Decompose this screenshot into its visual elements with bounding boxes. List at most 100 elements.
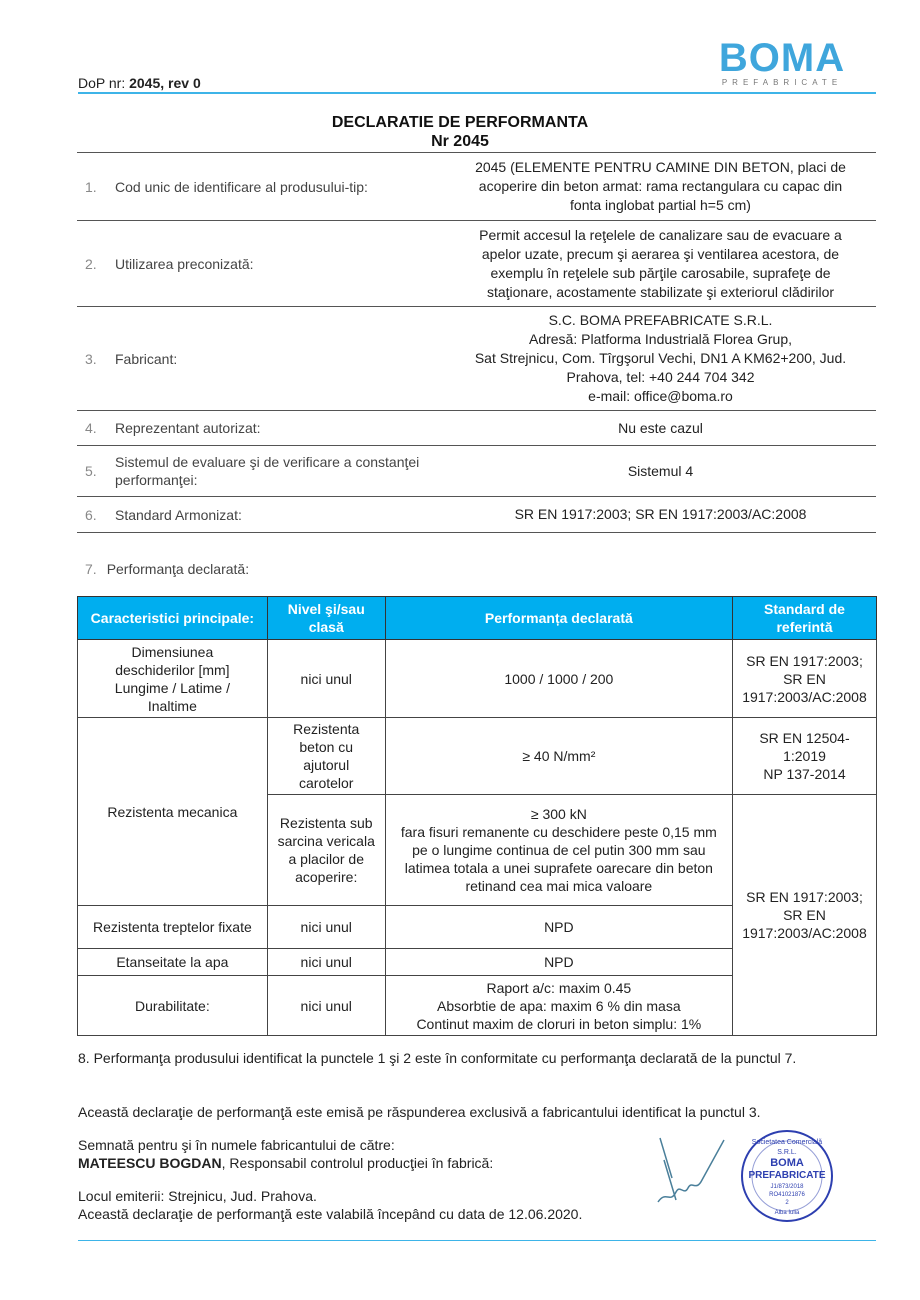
section-value-line: Sat Strejnicu, Com. Tîrgşorul Vechi, DN1… — [474, 350, 847, 366]
logo-text: BOMA — [718, 36, 846, 80]
section-value-line: SR EN 1917:2003; SR EN 1917:2003/AC:2008 — [514, 506, 807, 522]
section-7-heading: 7. Performanţa declarată: — [85, 561, 259, 577]
section-number: 3. — [85, 350, 97, 367]
svg-text:Societatea Comercială: Societatea Comercială — [752, 1139, 823, 1146]
section-value-line: S.C. BOMA PREFABRICATE S.R.L. — [548, 312, 773, 328]
section-value: 2045 (ELEMENTE PENTRU CAMINE DIN BETON, … — [445, 158, 876, 215]
cell-level: nici unul — [266, 905, 386, 949]
cell-performance: ≥ 300 kN fara fisuri remanente cu deschid… — [384, 794, 733, 906]
section-row: 3. Fabricant: S.C. BOMA PREFABRICATE S.R.L… — [77, 307, 876, 411]
issue-place: Locul emiterii: Strejnicu, Jud. Prahova. — [78, 1188, 317, 1204]
section-number: 5. — [85, 463, 97, 479]
section-value: SR EN 1917:2003; SR EN 1917:2003/AC:2008 — [445, 505, 876, 524]
header-divider — [78, 92, 876, 94]
table-row: Etanseitate la apa nici unul NPD — [77, 948, 877, 976]
cell-performance: 1000 / 1000 / 200 — [384, 639, 733, 718]
dop-number: DoP nr: 2045, rev 0 — [78, 75, 201, 91]
svg-text:S.R.L.: S.R.L. — [777, 1149, 797, 1156]
svg-text:J1/873/2018: J1/873/2018 — [770, 1184, 804, 1190]
section-value-line: Permit accesul la reţelele de canalizare… — [479, 226, 842, 243]
performance-line: Raport a/c: maxim 0.45 — [486, 979, 632, 996]
title-line2: Nr 2045 — [431, 133, 489, 150]
company-stamp: Societatea Comercială S.R.L. BOMA PREFAB… — [741, 1130, 833, 1222]
table-header-row: Caracteristici principale: Nivel şi/sau … — [77, 596, 878, 640]
section-row: 6. Standard Armonizat: SR EN 1917:2003; SR… — [77, 497, 876, 533]
section-value-line: acoperire din beton armat: rama rectangu… — [478, 178, 843, 194]
signed-by-label: Semnată pentru şi în numele fabricantulu… — [78, 1137, 395, 1153]
section-value-line: Prahova, tel: +40 244 704 342 — [566, 369, 755, 385]
section-number: 2. — [85, 255, 97, 272]
section-number: 4. — [85, 420, 97, 436]
cell-standard: SR EN 12504-1:2019 NP 137-2014 — [731, 717, 878, 795]
performance-line: Continut maxim de cloruri in beton simpl… — [416, 1015, 702, 1032]
section-value-line: apelor uzate, precum şi aerarea şi venti… — [481, 245, 840, 262]
responsibility-statement: Această declaraţie de performanţă este e… — [78, 1104, 761, 1120]
cell-level: nici unul — [266, 639, 386, 718]
dop-label: DoP nr: — [78, 75, 130, 91]
cell-level: Rezistenta sub sarcina vericala a placil… — [266, 794, 386, 906]
header-standard: Standard de referintă — [731, 596, 878, 640]
boma-logo: BOMA PREFABRICATE — [714, 38, 850, 87]
header-performance: Performanța declarată — [384, 596, 733, 640]
section-value-line: staţionare, acostamente stabilizate şi e… — [486, 283, 835, 300]
logo-subtext: PREFABRICATE — [721, 78, 843, 87]
section-value: Permit accesul la reţelele de canalizare… — [445, 226, 876, 302]
cell-characteristic: Rezistenta treptelor fixate — [77, 905, 268, 949]
cell-performance: ≥ 40 N/mm² — [384, 717, 733, 795]
cell-level: nici unul — [266, 948, 386, 976]
section-label: Fabricant: — [115, 350, 178, 367]
cell-standard: SR EN 1917:2003; SR EN 1917:2003/AC:2008 — [731, 794, 878, 1036]
signature-image — [657, 1137, 725, 1203]
cell-performance: Raport a/c: maxim 0.45 Absorbtie de apa: … — [384, 975, 733, 1036]
svg-text:PREFABRICATE: PREFABRICATE — [748, 1170, 825, 1181]
section-number: 7. — [85, 561, 97, 577]
section-value-line: Adresă: Platforma Industrială Florea Gru… — [528, 331, 792, 347]
svg-text:Alba Iulia: Alba Iulia — [775, 1210, 800, 1216]
performance-line: fara fisuri remanente cu deschidere pest… — [400, 824, 717, 894]
svg-text:2: 2 — [785, 1200, 789, 1206]
section-value: Sistemul 4 — [445, 462, 876, 481]
section-label: Cod unic de identificare al produsului-t… — [115, 178, 368, 195]
standard-line: NP 137-2014 — [763, 766, 846, 782]
section-label: Standard Armonizat: — [115, 506, 242, 523]
cell-level: nici unul — [266, 975, 386, 1036]
table-row: Durabilitate: nici unul Raport a/c: maxi… — [77, 975, 877, 1036]
cell-characteristic: Etanseitate la apa — [77, 948, 268, 976]
section-value: S.C. BOMA PREFABRICATE S.R.L. Adresă: Pla… — [445, 311, 876, 406]
performance-line: ≥ 300 kN — [530, 806, 587, 822]
section-value-line: fonta inglobat partial h=5 cm) — [570, 197, 751, 213]
svg-text:BOMA: BOMA — [770, 1157, 804, 1169]
section-label: Sistemul de evaluare şi de verificare a … — [115, 454, 420, 488]
cell-characteristic: Durabilitate: — [77, 975, 268, 1036]
section-number: 6. — [85, 506, 97, 523]
section-value-line: Sistemul 4 — [627, 462, 694, 479]
signer-name: MATEESCU BOGDAN — [78, 1155, 222, 1171]
svg-text:RO41021876: RO41021876 — [769, 1192, 805, 1198]
sections-list: 1. Cod unic de identificare al produsului… — [77, 152, 876, 534]
section-value-line: e-mail: office@boma.ro — [588, 388, 733, 404]
header-characteristics: Caracteristici principale: — [77, 596, 268, 640]
section-value-line: exemplu în reţelele sub părţile carosabi… — [490, 264, 831, 281]
cell-standard: SR EN 1917:2003; SR EN 1917:2003/AC:2008 — [731, 639, 878, 718]
table-row: Rezistenta sub sarcina vericala a placil… — [78, 794, 878, 1036]
header-level: Nivel şi/sau clasă — [266, 596, 386, 640]
section-row: 4. Reprezentant autorizat: Nu este cazul — [77, 411, 876, 446]
validity-statement: Această declaraţie de performanţă este v… — [78, 1206, 583, 1222]
section-value-line: 2045 (ELEMENTE PENTRU CAMINE DIN BETON, … — [475, 159, 846, 175]
dop-value: 2045, rev 0 — [129, 75, 201, 91]
section-value: Nu este cazul — [445, 419, 876, 438]
section-value-line: Nu este cazul — [618, 419, 703, 436]
footer-divider — [78, 1240, 876, 1241]
cell-performance: NPD — [384, 948, 733, 976]
section-row: 1. Cod unic de identificare al produsului… — [77, 153, 876, 221]
cell-performance: NPD — [384, 905, 733, 949]
cell-characteristic: Rezistenta mecanica — [77, 717, 268, 906]
conformity-statement: 8. Performanţa produsului identificat la… — [78, 1050, 797, 1066]
cell-level: Rezistenta beton cu ajutorul carotelor — [266, 717, 386, 795]
performance-table: Caracteristici principale: Nivel şi/sau … — [77, 596, 878, 1036]
cell-characteristic: Dimensiunea deschiderilor [mm] Lungime /… — [77, 639, 268, 718]
section-row: 2. Utilizarea preconizată: Permit accesul … — [77, 221, 876, 307]
section-row: 5. Sistemul de evaluare şi de verificare … — [77, 446, 876, 497]
section-label: Reprezentant autorizat: — [115, 420, 261, 436]
table-row: Rezistenta treptelor fixate nici unul NP… — [77, 905, 877, 949]
